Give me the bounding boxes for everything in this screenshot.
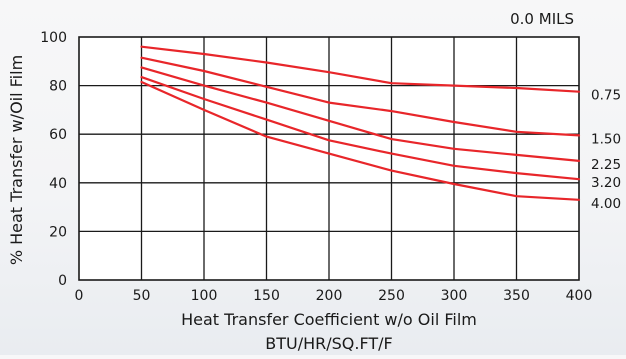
series-label-1-50: 1.50	[591, 131, 621, 147]
series-label-0-75: 0.75	[591, 88, 621, 104]
y-tick-label: 0	[58, 273, 67, 289]
x-tick-label: 150	[253, 288, 280, 304]
y-tick-label: 100	[40, 30, 67, 46]
series-line-3-20	[140, 75, 581, 181]
y-axis-title: % Heat Transfer w/Oil Film	[7, 55, 26, 265]
x-axis-units: BTU/HR/SQ.FT/F	[265, 334, 393, 353]
y-tick-label: 20	[49, 224, 67, 240]
series-line-0-75	[140, 45, 581, 93]
series-label-3-20: 3.20	[591, 175, 621, 191]
x-axis-title: Heat Transfer Coefficient w/o Oil Film	[181, 310, 477, 329]
series-line-4-00	[140, 80, 581, 201]
series-line-1-50	[140, 56, 581, 137]
series-label-4-00: 4.00	[591, 196, 621, 212]
grid-layer	[78, 36, 580, 281]
x-tick-label: 50	[133, 288, 151, 304]
series-line-2-25	[140, 66, 581, 162]
x-tick-label: 400	[566, 288, 593, 304]
series-label-2-25: 2.25	[591, 157, 621, 173]
x-tick-label: 250	[378, 288, 405, 304]
x-tick-label: 100	[191, 288, 218, 304]
y-tick-label: 80	[49, 79, 67, 95]
tick-labels: 0 50 100 150 200 250 300 350 400 0 20 40 60 80 100	[40, 30, 592, 304]
series-labels: 0.75 1.50 2.25 3.20 4.00	[591, 88, 621, 212]
x-tick-label: 300	[441, 288, 468, 304]
y-tick-label: 40	[49, 176, 67, 192]
y-tick-label: 60	[49, 127, 67, 143]
x-tick-label: 200	[316, 288, 343, 304]
chart-title: 0.0 MILS	[510, 10, 574, 28]
x-tick-label: 0	[75, 288, 84, 304]
x-tick-label: 350	[503, 288, 530, 304]
series-lines	[140, 45, 581, 201]
